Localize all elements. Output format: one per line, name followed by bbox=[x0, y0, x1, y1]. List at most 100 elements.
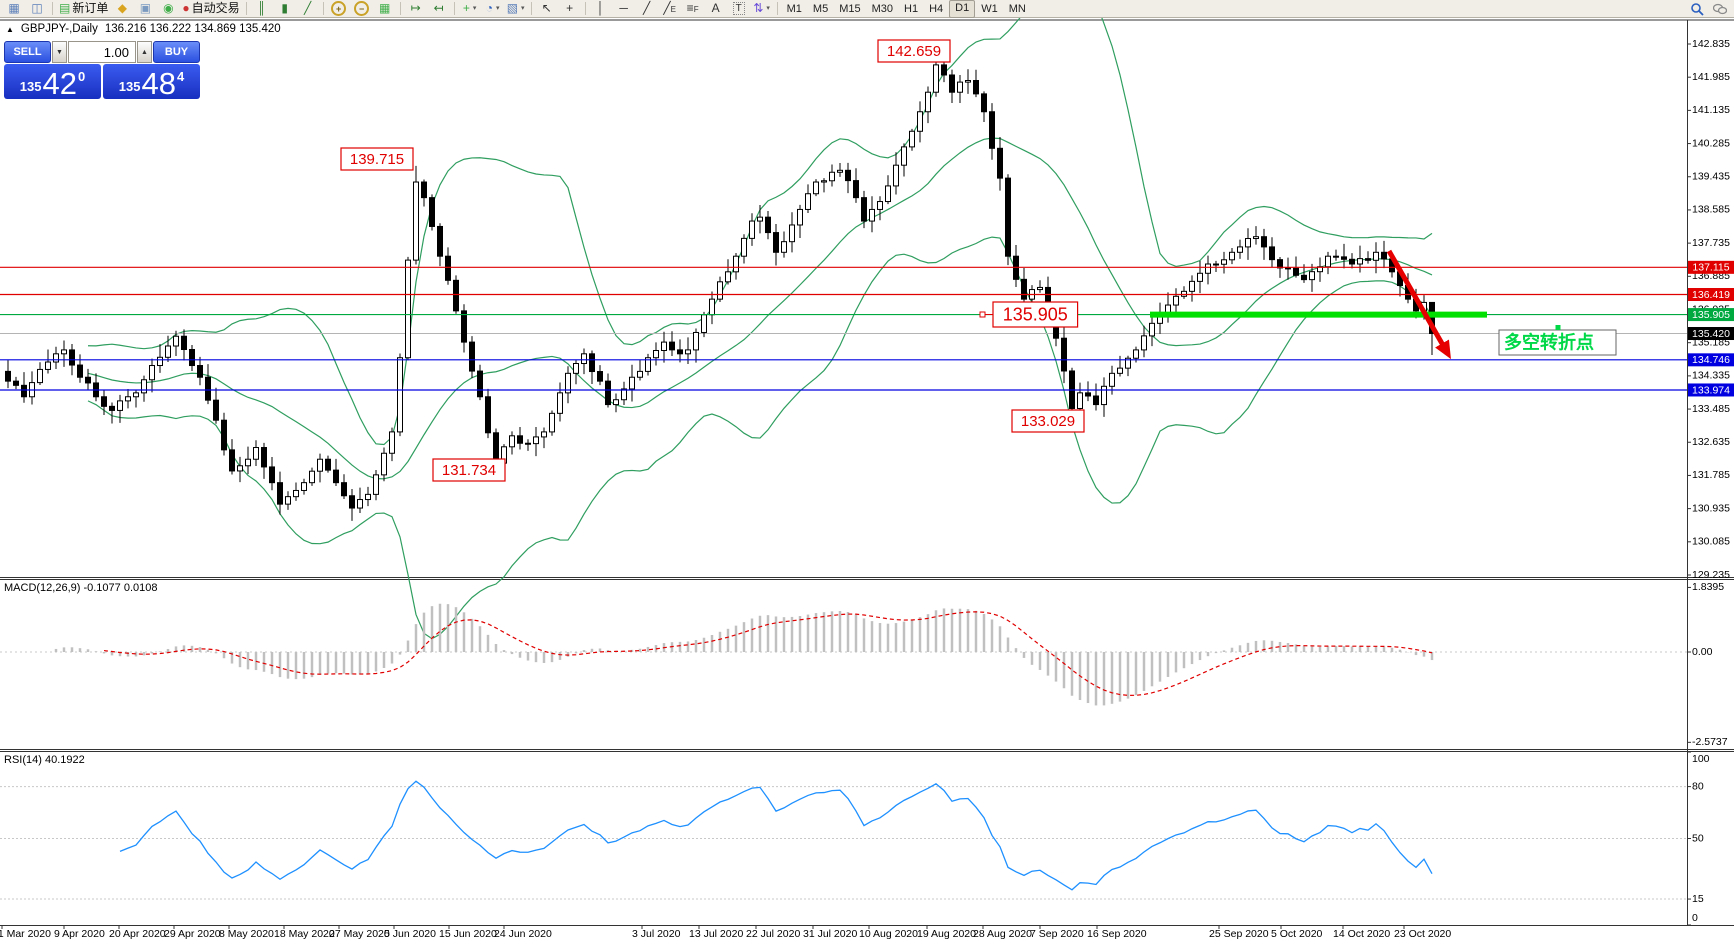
rsi-line bbox=[119, 780, 1433, 891]
collapse-chart-icon[interactable]: ▲ bbox=[6, 24, 14, 34]
svg-text:20 Apr 2020: 20 Apr 2020 bbox=[109, 928, 166, 940]
svg-text:136.419: 136.419 bbox=[1692, 289, 1730, 301]
timeframe-m30[interactable]: M30 bbox=[871, 2, 893, 15]
price-axis-tags: 137.115 136.419 135.905 134.746 133.974 135.4… bbox=[1688, 260, 1734, 397]
text-label-icon-glyph: T bbox=[732, 2, 745, 15]
svg-text:141.985: 141.985 bbox=[1692, 71, 1730, 83]
toolbar-separator bbox=[399, 2, 401, 15]
crosshair-icon[interactable]: + bbox=[559, 1, 581, 17]
new-order-icon[interactable]: ▤ 新订单 bbox=[57, 1, 110, 17]
buy-price-display[interactable]: 135 48 4 bbox=[103, 64, 200, 99]
pane-frame bbox=[0, 19, 1734, 926]
candlesticks[interactable] bbox=[5, 50, 1435, 521]
sell-price-display[interactable]: 135 42 0 bbox=[4, 64, 101, 99]
candlestick-chart-icon-glyph: ▮ bbox=[281, 1, 288, 15]
buy-price-prefix: 135 bbox=[118, 79, 141, 94]
styles-icon[interactable]: ◆ bbox=[111, 1, 133, 17]
bearish-trend-arrow[interactable] bbox=[1386, 249, 1451, 360]
arrows-icon-glyph: ⇅ bbox=[753, 1, 764, 15]
cursor-icon[interactable]: ↖ bbox=[536, 1, 558, 17]
svg-text:80: 80 bbox=[1692, 780, 1704, 792]
svg-text:16 Sep 2020: 16 Sep 2020 bbox=[1087, 928, 1147, 940]
charts-window-icon[interactable]: ▦ bbox=[3, 1, 25, 17]
symbol-period-title: GBPJPY-,Daily bbox=[20, 23, 98, 35]
vertical-line-icon-glyph: │ bbox=[596, 1, 605, 15]
svg-text:28 Aug 2020: 28 Aug 2020 bbox=[973, 928, 1032, 940]
svg-text:27 May 2020: 27 May 2020 bbox=[329, 928, 390, 940]
svg-text:31 Jul 2020: 31 Jul 2020 bbox=[803, 928, 857, 940]
templates-icon-dropdown[interactable]: ▾ bbox=[521, 5, 525, 12]
buy-button[interactable]: BUY bbox=[153, 41, 200, 63]
market-watch-icon[interactable]: ◫ bbox=[26, 1, 48, 17]
arrows-icon-dropdown[interactable]: ▾ bbox=[766, 5, 770, 12]
turning-point-text-label[interactable]: 多空转折点 bbox=[1498, 325, 1617, 356]
bar-chart-icon[interactable]: ║ bbox=[251, 1, 273, 17]
timeframe-w1[interactable]: W1 bbox=[981, 2, 998, 15]
tile-windows-icon[interactable]: ▦ bbox=[374, 1, 396, 17]
toolbar-separator bbox=[530, 2, 532, 15]
indicators-add-icon-dropdown[interactable]: ▾ bbox=[472, 5, 477, 12]
bollinger-middle-band bbox=[87, 137, 1433, 480]
text-icon[interactable]: A bbox=[705, 1, 727, 17]
expert-advisors-icon[interactable]: ▣ bbox=[134, 1, 156, 17]
fibonacci-icon[interactable]: ≡ F bbox=[682, 1, 704, 17]
trendline-icon[interactable]: ╱ bbox=[636, 1, 658, 17]
autotrading-icon[interactable]: ● 自动交易 bbox=[180, 1, 241, 17]
text-label-icon[interactable]: T bbox=[728, 1, 750, 17]
svg-text:138.585: 138.585 bbox=[1692, 204, 1730, 216]
svg-text:129.235: 129.235 bbox=[1692, 569, 1730, 581]
chat-icon[interactable] bbox=[1709, 1, 1731, 17]
indicators-add-icon[interactable]: + ▾ bbox=[459, 1, 481, 17]
volume-increase-button[interactable]: ▲ bbox=[137, 41, 152, 63]
timeframe-h1[interactable]: H1 bbox=[904, 2, 919, 15]
templates-icon[interactable]: ▧ ▾ bbox=[505, 1, 527, 17]
fibonacci-icon-sub: F bbox=[693, 4, 699, 14]
horizontal-line-icon[interactable]: ─ bbox=[613, 1, 635, 17]
timeframe-h4[interactable]: H4 bbox=[929, 2, 944, 15]
zoom-out-icon[interactable]: − bbox=[351, 1, 373, 17]
equidistant-channel-icon[interactable]: ╱ E bbox=[659, 1, 681, 17]
horizontal-line-icon-glyph: ─ bbox=[619, 1, 628, 15]
periods-icon[interactable]: ◔ ▾ bbox=[482, 1, 504, 17]
toolbar-separator bbox=[776, 2, 778, 15]
svg-text:3 Jul 2020: 3 Jul 2020 bbox=[632, 928, 681, 940]
candlestick-chart-icon[interactable]: ▮ bbox=[274, 1, 296, 17]
svg-text:135.420: 135.420 bbox=[1692, 328, 1730, 340]
price-label-annotations[interactable]: 142.659 139.715 131.734 133.029 135.905 bbox=[340, 39, 1085, 482]
bar-chart-icon-glyph: ║ bbox=[257, 1, 266, 15]
price-label-box bbox=[992, 301, 1079, 328]
macd-signal-line bbox=[103, 611, 1433, 696]
timeframe-d1[interactable]: D1 bbox=[949, 0, 976, 18]
signals-icon[interactable]: ◉ bbox=[157, 1, 179, 17]
horizontal-line-objects[interactable] bbox=[0, 266, 1687, 391]
timeframe-m15[interactable]: M15 bbox=[839, 2, 861, 15]
timeframe-m1[interactable]: M1 bbox=[786, 2, 802, 15]
timeframe-m5[interactable]: M5 bbox=[812, 2, 829, 15]
svg-text:133.485: 133.485 bbox=[1692, 403, 1730, 415]
buy-price-sup: 4 bbox=[176, 69, 185, 84]
svg-text:134.746: 134.746 bbox=[1692, 354, 1730, 366]
chart-shift-icon[interactable]: ↤ bbox=[428, 1, 450, 17]
svg-text:135.905: 135.905 bbox=[1692, 309, 1730, 321]
arrows-icon[interactable]: ⇅ ▾ bbox=[751, 1, 773, 17]
volume-input[interactable]: 1.00 bbox=[68, 41, 136, 63]
vertical-line-icon[interactable]: │ bbox=[590, 1, 612, 17]
macd-indicator-label: MACD(12,26,9) -0.1077 0.0108 bbox=[4, 582, 158, 594]
expert-advisors-icon-glyph: ▣ bbox=[139, 1, 152, 15]
auto-scroll-icon[interactable]: ↦ bbox=[405, 1, 427, 17]
timeframe-mn[interactable]: MN bbox=[1008, 2, 1026, 15]
svg-text:130.085: 130.085 bbox=[1692, 536, 1730, 548]
line-chart-icon-glyph: ╱ bbox=[304, 1, 312, 15]
line-chart-icon[interactable]: ╱ bbox=[297, 1, 319, 17]
periods-icon-dropdown[interactable]: ▾ bbox=[495, 5, 500, 12]
svg-text:15 Jun 2020: 15 Jun 2020 bbox=[439, 928, 497, 940]
price-label-box bbox=[877, 39, 951, 63]
zoom-in-icon[interactable]: + bbox=[328, 1, 350, 17]
search-icon[interactable] bbox=[1686, 1, 1708, 17]
svg-text:50: 50 bbox=[1692, 832, 1704, 844]
volume-decrease-button[interactable]: ▼ bbox=[52, 41, 67, 63]
signals-icon-glyph: ◉ bbox=[163, 1, 174, 15]
sell-button[interactable]: SELL bbox=[4, 41, 51, 63]
one-click-trade-panel: SELL ▼ 1.00 ▲ BUY 135 42 0 135 48 4 bbox=[4, 41, 200, 99]
